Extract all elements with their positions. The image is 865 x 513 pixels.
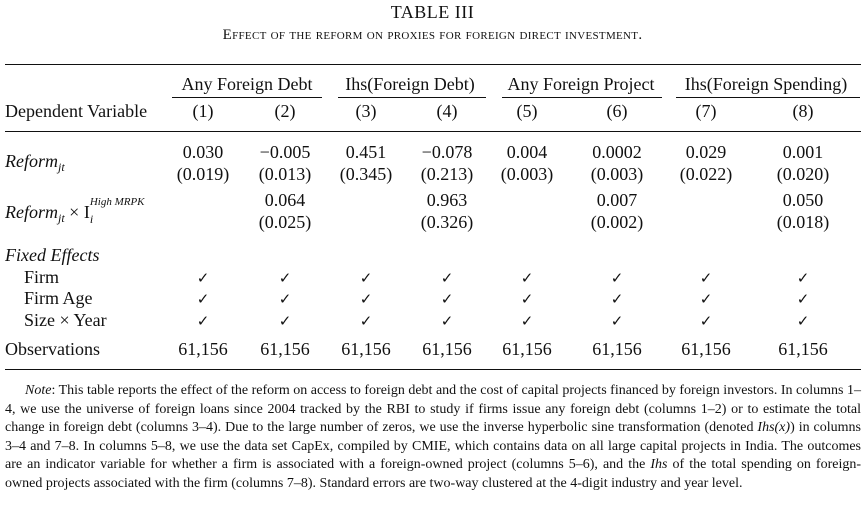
interaction-row-label: Reformjt × I High MRPK i — [5, 196, 145, 226]
observations-value: 61,156 — [178, 339, 228, 359]
checkmark: ✓ — [359, 312, 373, 330]
checkmark: ✓ — [699, 290, 713, 308]
table-subtitle: Effect of the reform on proxies for fore… — [222, 27, 643, 43]
dependent-variable-label: Dependent Variable — [5, 101, 148, 121]
checkmark: ✓ — [699, 269, 713, 287]
checkmark: ✓ — [796, 269, 810, 287]
checkmark: ✓ — [610, 312, 624, 330]
checkmark: ✓ — [359, 269, 373, 287]
note-label: Note — [25, 383, 52, 398]
reform-se: (0.345) — [339, 164, 393, 184]
reform-coef: −0.078 — [421, 142, 473, 162]
checkmark: ✓ — [196, 269, 210, 287]
checkmark: ✓ — [796, 290, 810, 308]
checkmark: ✓ — [196, 312, 210, 330]
observations-value: 61,156 — [260, 339, 310, 359]
interaction-coef: 0.007 — [596, 190, 638, 210]
group-header-any-foreign-project: Any Foreign Project — [507, 74, 655, 94]
observations-value: 61,156 — [422, 339, 472, 359]
reform-coef: −0.005 — [259, 142, 311, 162]
checkmark: ✓ — [440, 290, 454, 308]
fixed-effects-label: Fixed Effects — [5, 245, 100, 265]
observations-value: 61,156 — [681, 339, 731, 359]
reform-se: (0.022) — [679, 164, 733, 184]
reform-se: (0.003) — [500, 164, 554, 184]
reform-coef: 0.004 — [506, 142, 548, 162]
reform-se: (0.019) — [176, 164, 230, 184]
interaction-coef: 0.064 — [264, 190, 306, 210]
checkmark: ✓ — [699, 312, 713, 330]
checkmark: ✓ — [520, 269, 534, 287]
fe-row-size-year: Size × Year — [24, 310, 107, 330]
reform-row-label: Reformjt — [5, 151, 65, 174]
column-header: (3) — [355, 101, 377, 121]
reform-se: (0.020) — [776, 164, 830, 184]
reform-coef: 0.030 — [182, 142, 224, 162]
column-header: (7) — [695, 101, 717, 121]
fe-row-firm: Firm — [24, 267, 60, 287]
observations-value: 61,156 — [778, 339, 828, 359]
group-header-any-foreign-debt: Any Foreign Debt — [181, 74, 313, 94]
observations-label: Observations — [5, 339, 100, 359]
interaction-coef: 0.963 — [426, 190, 468, 210]
column-header: (6) — [606, 101, 628, 121]
fe-row-firm-age: Firm Age — [24, 288, 93, 308]
column-header: (4) — [436, 101, 458, 121]
interaction-coef: 0.050 — [782, 190, 824, 210]
group-underline-1 — [172, 97, 322, 98]
reform-se: (0.003) — [590, 164, 644, 184]
top-rule — [5, 64, 861, 65]
reform-coef: 0.029 — [685, 142, 727, 162]
interaction-se: (0.326) — [420, 212, 474, 232]
bottom-rule — [5, 369, 861, 370]
header-rule — [5, 131, 861, 132]
column-header: (8) — [792, 101, 814, 121]
table-note: Note: This table reports the effect of t… — [5, 383, 862, 491]
checkmark: ✓ — [610, 269, 624, 287]
checkmark: ✓ — [278, 290, 292, 308]
checkmark: ✓ — [520, 312, 534, 330]
interaction-se: (0.002) — [590, 212, 644, 232]
reform-coef: 0.001 — [782, 142, 824, 162]
observations-value: 61,156 — [341, 339, 391, 359]
checkmark: ✓ — [359, 290, 373, 308]
column-header: (5) — [516, 101, 538, 121]
observations-value: 61,156 — [502, 339, 552, 359]
checkmark: ✓ — [440, 269, 454, 287]
interaction-se: (0.018) — [776, 212, 830, 232]
checkmark: ✓ — [278, 269, 292, 287]
reform-se: (0.213) — [420, 164, 474, 184]
group-header-ihs-foreign-debt: Ihs(Foreign Debt) — [345, 74, 475, 94]
reform-se: (0.013) — [258, 164, 312, 184]
interaction-se: (0.025) — [258, 212, 312, 232]
column-header: (1) — [192, 101, 214, 121]
checkmark: ✓ — [196, 290, 210, 308]
column-header: (2) — [274, 101, 296, 121]
checkmark: ✓ — [610, 290, 624, 308]
checkmark: ✓ — [440, 312, 454, 330]
group-header-ihs-foreign-spending: Ihs(Foreign Spending) — [684, 74, 848, 94]
group-underline-4 — [676, 97, 860, 98]
table-title: TABLE III — [390, 2, 475, 22]
reform-coef: 0.451 — [345, 142, 387, 162]
checkmark: ✓ — [796, 312, 810, 330]
checkmark: ✓ — [278, 312, 292, 330]
observations-value: 61,156 — [592, 339, 642, 359]
reform-coef: 0.0002 — [592, 142, 642, 162]
group-underline-3 — [502, 97, 662, 98]
group-underline-2 — [338, 97, 486, 98]
checkmark: ✓ — [520, 290, 534, 308]
